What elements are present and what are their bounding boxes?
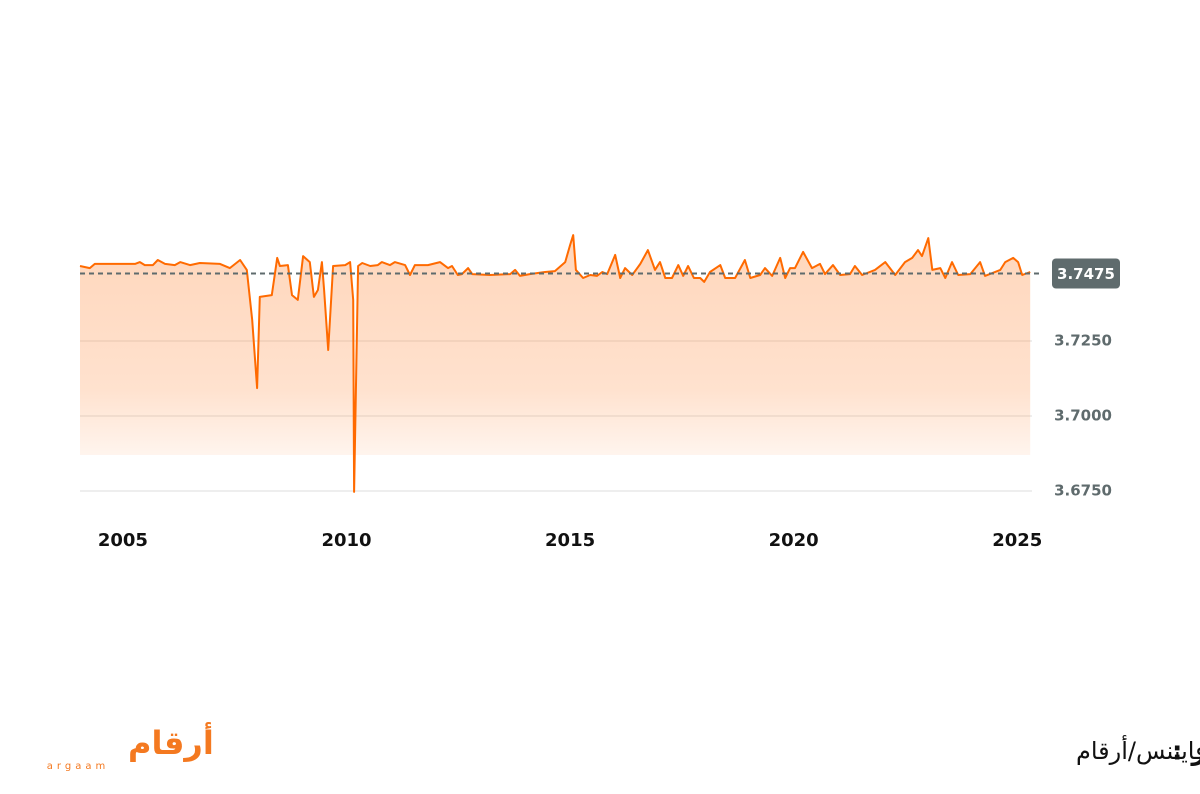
last-value-label: 3.7475 — [1057, 265, 1115, 283]
y-tick-label: 3.7250 — [1054, 332, 1112, 350]
source-label: المصدر : — [1172, 737, 1200, 767]
last-value-badge — [1052, 258, 1120, 289]
y-tick-label: 3.7000 — [1054, 407, 1112, 425]
y-tick-label: 3.6750 — [1054, 482, 1112, 500]
x-tick-label: 2020 — [769, 530, 819, 551]
x-tick-label: 2005 — [98, 530, 148, 551]
plot-area: 3.6750 3.7000 3.7250 2005 2010 2015 2020 2025 3.… — [79, 234, 1120, 551]
logo: أرقام — [128, 722, 214, 762]
x-tick-label: 2010 — [321, 530, 371, 551]
x-tick-label: 2015 — [545, 530, 595, 551]
source: ياهو فايننس/أرقام — [1076, 735, 1200, 765]
logo-latin: argaam — [47, 761, 109, 772]
x-tick-label: 2025 — [992, 530, 1042, 551]
area-fill — [80, 235, 1031, 492]
